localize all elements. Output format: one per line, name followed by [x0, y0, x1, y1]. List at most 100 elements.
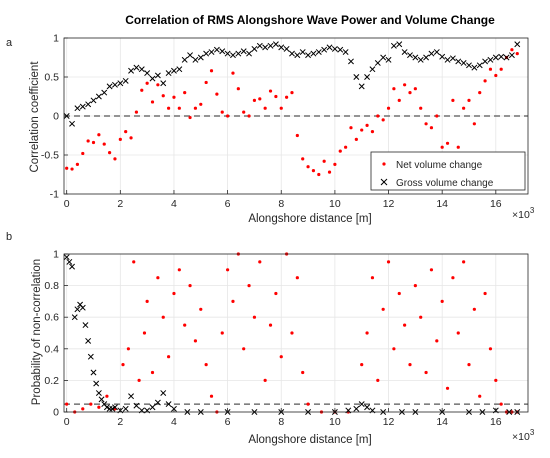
- chart-title: Correlation of RMS Alongshore Wave Power…: [125, 13, 495, 27]
- data-point-net: [295, 133, 299, 138]
- series-net-volume-change: [65, 48, 519, 177]
- data-point-gross: [348, 58, 354, 65]
- data-point-gross: [90, 369, 97, 376]
- data-point-gross: [165, 70, 172, 77]
- data-point-gross: [289, 50, 295, 57]
- data-point-net: [247, 284, 251, 288]
- x-tick-label: 16: [490, 198, 502, 210]
- data-point-gross: [106, 83, 113, 90]
- data-point-net: [274, 94, 278, 99]
- data-point-net: [231, 71, 235, 75]
- data-point-net: [424, 122, 428, 126]
- data-point-gross: [251, 45, 258, 52]
- data-point-net: [494, 73, 498, 78]
- x-tick-label: 2: [117, 416, 123, 428]
- data-point-net: [499, 402, 503, 406]
- data-point-gross: [149, 75, 156, 82]
- data-point-net: [381, 307, 385, 311]
- data-point-gross: [144, 70, 151, 77]
- data-point-gross: [122, 405, 129, 412]
- data-point-net: [435, 339, 439, 343]
- y-tick-label: -1: [50, 189, 59, 201]
- data-point-gross: [79, 103, 86, 110]
- x-exponent-label: ×103: [512, 206, 535, 221]
- data-point-net: [424, 370, 428, 375]
- probability-chart: 0 2 4 6 8 10 12 14 16 0 0.2 0.4 0.6 0.8 1 Alongshore …: [31, 249, 535, 447]
- data-point-gross: [423, 54, 430, 61]
- panel-label-b: b: [6, 231, 12, 243]
- data-point-gross: [433, 49, 440, 55]
- data-point-net: [102, 142, 106, 146]
- data-point-net: [467, 363, 471, 367]
- data-point-net: [118, 137, 122, 141]
- y-tick-label: 0: [53, 407, 59, 419]
- data-point-net: [510, 48, 514, 52]
- data-point-net: [188, 115, 192, 120]
- data-point-net: [204, 80, 208, 85]
- data-point-net: [322, 159, 326, 163]
- data-point-gross: [165, 401, 172, 408]
- data-point-gross: [74, 105, 81, 112]
- data-point-net: [408, 91, 412, 95]
- data-point-gross: [364, 74, 371, 80]
- data-point-gross: [487, 56, 494, 63]
- data-point-gross: [85, 337, 92, 344]
- data-point-gross: [353, 405, 360, 412]
- data-point-gross: [98, 396, 105, 403]
- data-point-net: [472, 307, 476, 311]
- data-point-net: [392, 87, 396, 91]
- data-point-net: [172, 95, 176, 99]
- data-point-net: [70, 167, 74, 171]
- data-point-gross: [439, 53, 446, 60]
- data-point-net: [65, 166, 69, 170]
- data-point-gross: [369, 66, 376, 73]
- data-point-net: [451, 98, 455, 102]
- data-point-net: [89, 402, 93, 406]
- data-point-net: [129, 136, 133, 140]
- data-point-gross: [138, 66, 145, 73]
- data-point-gross: [154, 399, 161, 406]
- data-point-gross: [390, 42, 397, 49]
- data-point-gross: [93, 380, 100, 387]
- data-point-net: [242, 347, 246, 351]
- y-tick-label: -0.5: [41, 150, 59, 162]
- x-tick-label: 10: [329, 198, 341, 210]
- data-point-net: [279, 355, 283, 359]
- data-point-gross: [492, 54, 499, 61]
- data-point-net: [494, 378, 498, 382]
- data-point-gross: [396, 41, 403, 48]
- data-point-gross: [385, 56, 392, 63]
- data-point-net: [220, 110, 224, 114]
- data-point-net: [360, 363, 364, 367]
- data-point-net: [81, 151, 85, 156]
- series-gross-volume-change: [63, 41, 521, 127]
- correlation-chart: 0 2 4 6 8 10 12 14 16 -1 -0.5 0 0.5 1 Correlation of…: [29, 13, 535, 225]
- data-point-gross: [262, 44, 269, 51]
- data-point-gross: [364, 404, 371, 411]
- data-point-net: [226, 114, 230, 118]
- data-point-net: [242, 110, 246, 114]
- data-point-net: [483, 79, 487, 83]
- data-point-net: [381, 118, 385, 122]
- legend-box: [370, 151, 526, 191]
- legend-marker-gross: [380, 178, 388, 186]
- x-exponent-label: ×103: [512, 428, 535, 443]
- data-point-net: [215, 92, 219, 96]
- data-point-net: [403, 323, 407, 327]
- data-point-net: [86, 139, 90, 143]
- x-tick-label: 0: [64, 198, 70, 210]
- data-point-gross: [82, 322, 89, 329]
- data-point-gross: [428, 50, 435, 57]
- data-point-net: [467, 98, 471, 102]
- data-point-net: [397, 291, 401, 296]
- data-point-net: [124, 130, 128, 134]
- data-point-net: [199, 307, 203, 311]
- data-point-net: [435, 114, 439, 118]
- x-tick-label: 12: [383, 416, 395, 428]
- y-tick-label: 0.6: [44, 312, 59, 324]
- data-point-gross: [283, 45, 290, 52]
- data-point-net: [145, 299, 149, 303]
- y-tick-label: 1: [53, 249, 59, 261]
- data-point-net: [306, 402, 310, 406]
